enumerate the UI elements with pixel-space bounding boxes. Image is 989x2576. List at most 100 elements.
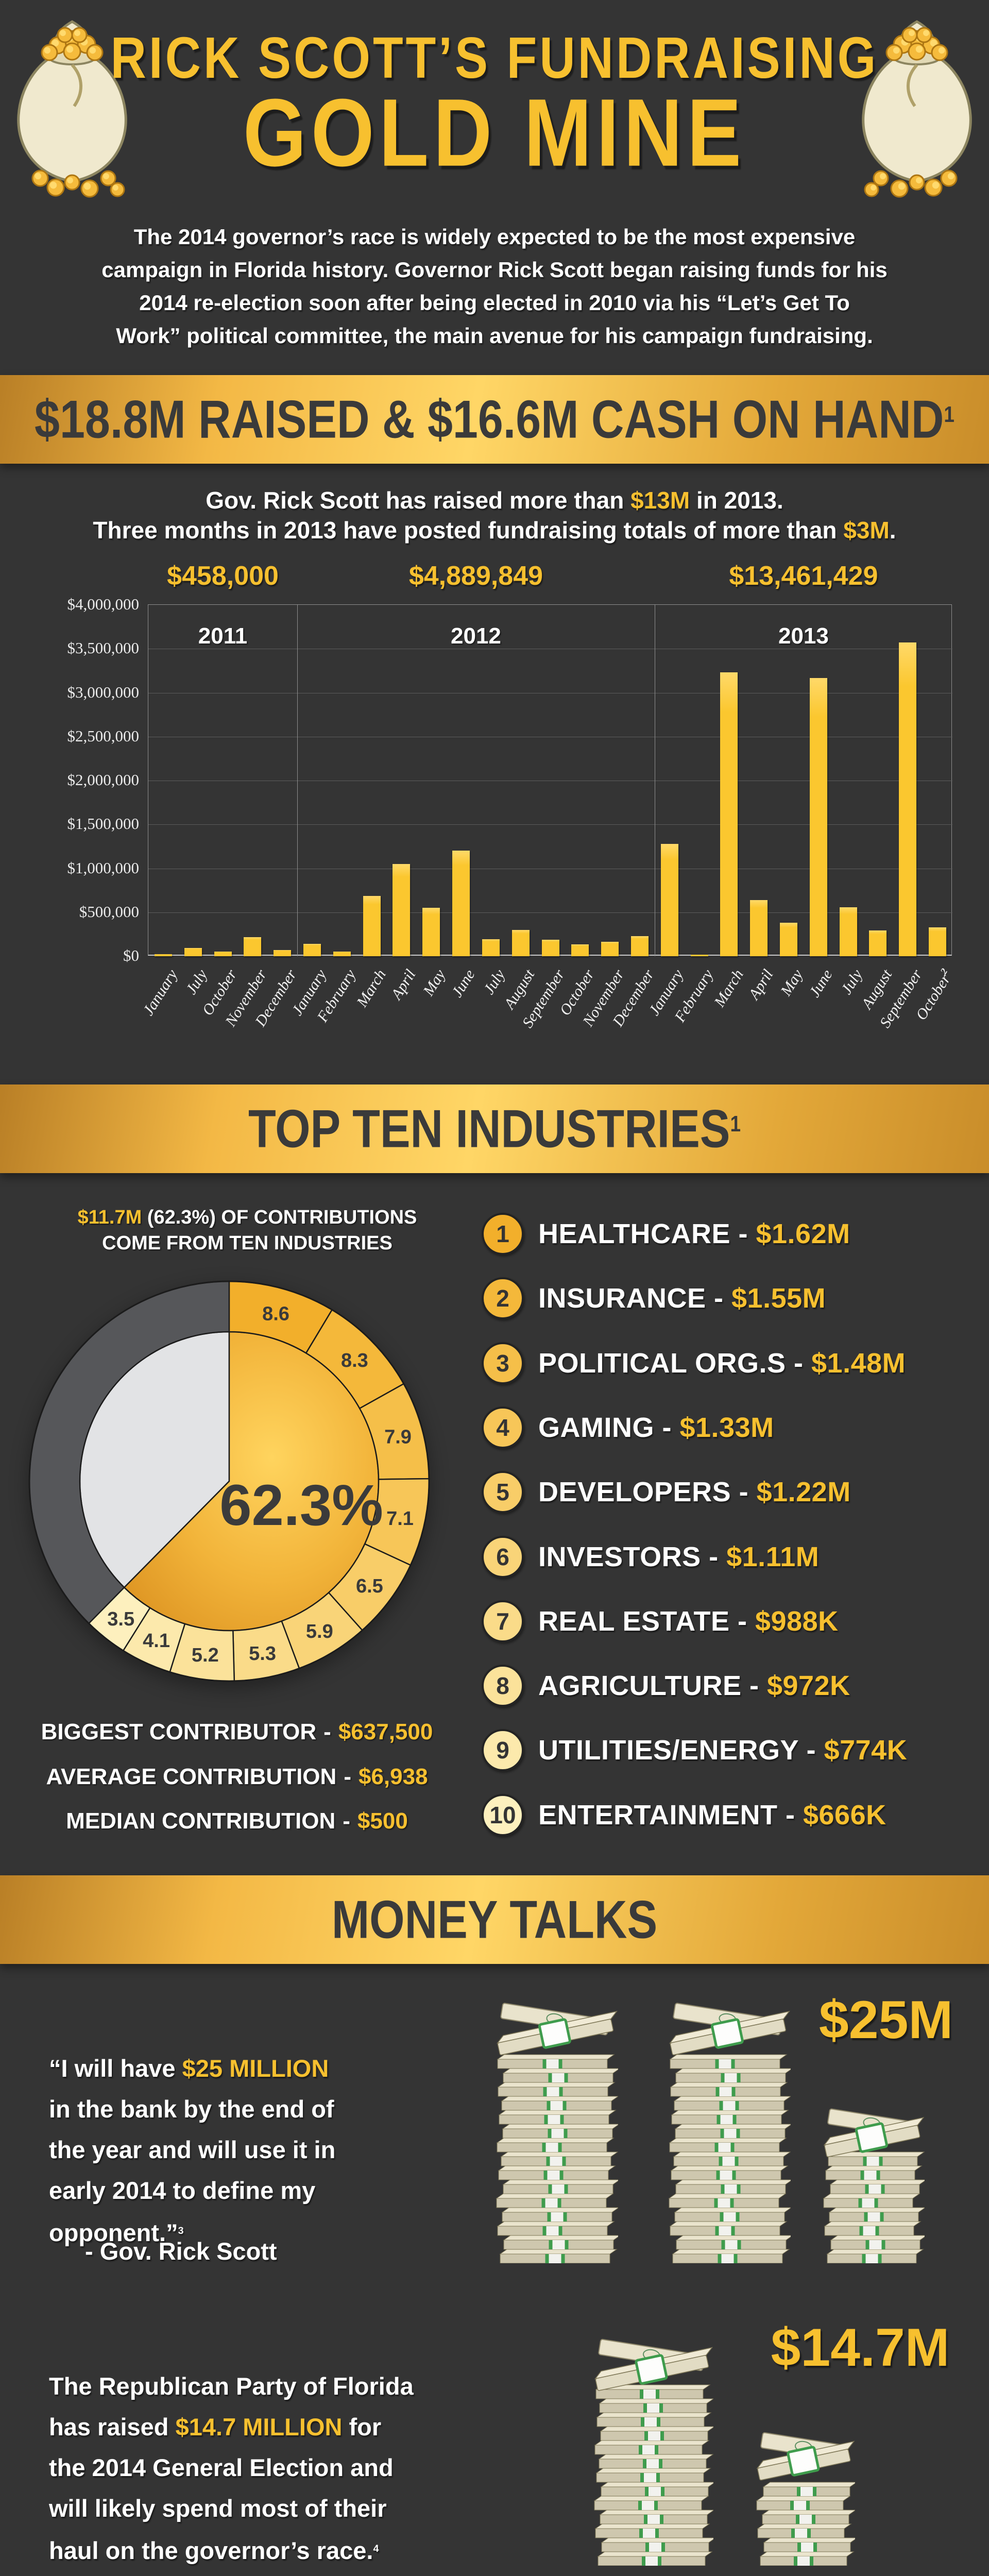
- pie-slice-label: 7.1: [386, 1508, 414, 1530]
- money-stack: [590, 2334, 717, 2568]
- industry-label: INSURANCE - $1.55M: [538, 1283, 826, 1314]
- stat-median-contribution: MEDIAN CONTRIBUTION - $500: [66, 1808, 408, 1834]
- bar: [630, 936, 649, 956]
- rank-badge: 4: [482, 1406, 524, 1449]
- y-tick-label: $2,500,000: [67, 726, 140, 745]
- pie-slice-label: 5.3: [249, 1643, 276, 1665]
- rank-badge: 1: [482, 1213, 524, 1255]
- pie-slice-label: 8.6: [262, 1303, 289, 1325]
- money-bag-icon: [849, 14, 983, 202]
- pie-slice-label: 4.1: [143, 1630, 170, 1652]
- year-total: $13,461,429: [729, 561, 878, 591]
- quote-text: opponent.”: [49, 2218, 178, 2246]
- pie-slice-label: 8.3: [341, 1350, 368, 1371]
- label-14-7m: $14.7M: [771, 2318, 950, 2378]
- month-label: June: [449, 967, 479, 1001]
- rank-badge: 8: [482, 1665, 524, 1707]
- label-25m: $25M: [819, 1990, 953, 2050]
- page-title-line1: RICK SCOTT’S FUNDRAISING: [110, 25, 879, 91]
- rank-badge: 5: [482, 1471, 524, 1514]
- quote-text: the year and will use it in: [49, 2136, 336, 2163]
- pie-slice-label: 7.9: [384, 1427, 412, 1448]
- month-label: April: [387, 967, 419, 1003]
- year-total: $4,889,849: [408, 561, 543, 591]
- industry-item: 6 INVESTORS - $1.11M: [482, 1534, 819, 1580]
- intro-line: campaign in Florida history. Governor Ri…: [101, 258, 888, 282]
- quote-text: haul on the governor’s race.: [49, 2536, 373, 2564]
- month-label: July: [182, 967, 211, 997]
- y-tick-label: $500,000: [79, 902, 139, 921]
- y-tick-label: $3,500,000: [67, 639, 140, 657]
- money-stack: [492, 1998, 621, 2266]
- bar: [214, 952, 232, 956]
- gridline: [148, 912, 952, 913]
- industry-label: DEVELOPERS - $1.22M: [538, 1477, 851, 1508]
- quote-text: “I will have: [49, 2055, 182, 2082]
- quote-text: The Republican Party of Florida: [49, 2372, 414, 2400]
- rank-badge: 2: [482, 1277, 524, 1320]
- quote-line: has raised $14.7 MILLION for: [49, 2406, 440, 2447]
- rank-badge: 7: [482, 1600, 524, 1642]
- page-title-line2: GOLD MINE: [243, 79, 746, 187]
- pie-slice-label: 6.5: [356, 1575, 383, 1597]
- quote-line: in the bank by the end of: [49, 2089, 410, 2129]
- bar: [660, 844, 678, 956]
- quote-line: haul on the governor’s race.4: [49, 2529, 440, 2571]
- industry-label: AGRICULTURE - $972K: [538, 1670, 850, 1702]
- industry-item: 9 UTILITIES/ENERGY - $774K: [482, 1727, 907, 1773]
- rank-badge: 10: [482, 1793, 524, 1836]
- quote-text: will likely spend most of their: [49, 2495, 387, 2522]
- quote-text: has raised: [49, 2413, 176, 2441]
- rank-badge: 3: [482, 1342, 524, 1384]
- industry-item: 10 ENTERTAINMENT - $666K: [482, 1792, 886, 1838]
- bar: [244, 937, 262, 956]
- bar: [780, 923, 798, 956]
- month-label: May: [419, 967, 449, 999]
- industry-item: 2 INSURANCE - $1.55M: [482, 1275, 826, 1321]
- intro-line: 2014 re-election soon after being electe…: [139, 291, 850, 315]
- quote-line: “I will have $25 MILLION: [49, 2048, 410, 2089]
- quote-line: The Republican Party of Florida: [49, 2366, 440, 2406]
- industries-banner-title: TOP TEN INDUSTRIES1: [248, 1098, 741, 1159]
- bar: [571, 944, 589, 956]
- industry-label: GAMING - $1.33M: [538, 1412, 774, 1443]
- money-talks-banner: MONEY TALKS: [0, 1875, 989, 1964]
- quote-text: $25 MILLION: [182, 2055, 329, 2082]
- money-stack-icon: [668, 2003, 794, 2264]
- quote-text: in the bank by the end of: [49, 2095, 334, 2123]
- quote-line: the 2014 General Election and: [49, 2447, 440, 2488]
- quote-line: early 2014 to define my: [49, 2170, 410, 2211]
- quote-text: for: [342, 2413, 382, 2441]
- industry-item: 8 AGRICULTURE - $972K: [482, 1663, 850, 1709]
- year-label: 2011: [198, 623, 248, 649]
- quote-text: $14.7 MILLION: [175, 2413, 343, 2441]
- industry-label: HEALTHCARE - $1.62M: [538, 1218, 850, 1249]
- raised-banner-title: $18.8M RAISED & $16.6M CASH ON HAND1: [35, 389, 954, 449]
- money-stack-icon: [823, 2108, 928, 2264]
- y-tick-label: $3,000,000: [67, 683, 140, 701]
- y-tick-label: $2,000,000: [67, 771, 140, 789]
- bar: [720, 672, 738, 956]
- industry-item: 7 REAL ESTATE - $988K: [482, 1598, 839, 1645]
- industry-label: UTILITIES/ENERGY - $774K: [538, 1735, 908, 1766]
- month-label: July: [838, 967, 866, 997]
- month-label: May: [777, 967, 807, 999]
- industries-lede: $11.7M (62.3%) OF CONTRIBUTIONS COME FRO…: [21, 1205, 474, 1256]
- raised-banner: $18.8M RAISED & $16.6M CASH ON HAND1: [0, 375, 989, 464]
- pie-slice-label: 3.5: [107, 1608, 134, 1630]
- month-label: July: [480, 967, 508, 997]
- y-tick-label: $1,500,000: [67, 815, 140, 833]
- pie-slice-label: 5.9: [306, 1621, 333, 1642]
- chart-headline-line2: Three months in 2013 have posted fundrai…: [93, 517, 896, 544]
- industries-lede-line2: COME FROM TEN INDUSTRIES: [102, 1232, 393, 1254]
- money-stack: [752, 2426, 858, 2568]
- money-stack-icon: [593, 2338, 717, 2566]
- industry-label: INVESTORS - $1.11M: [538, 1541, 820, 1572]
- y-tick-label: $0: [123, 946, 139, 964]
- bar: [184, 948, 202, 956]
- industry-item: 5 DEVELOPERS - $1.22M: [482, 1469, 851, 1515]
- quote-1-attribution: - Gov. Rick Scott: [85, 2238, 277, 2265]
- money-stack: [664, 1998, 794, 2266]
- bar: [899, 642, 917, 956]
- year-label: 2013: [778, 623, 829, 649]
